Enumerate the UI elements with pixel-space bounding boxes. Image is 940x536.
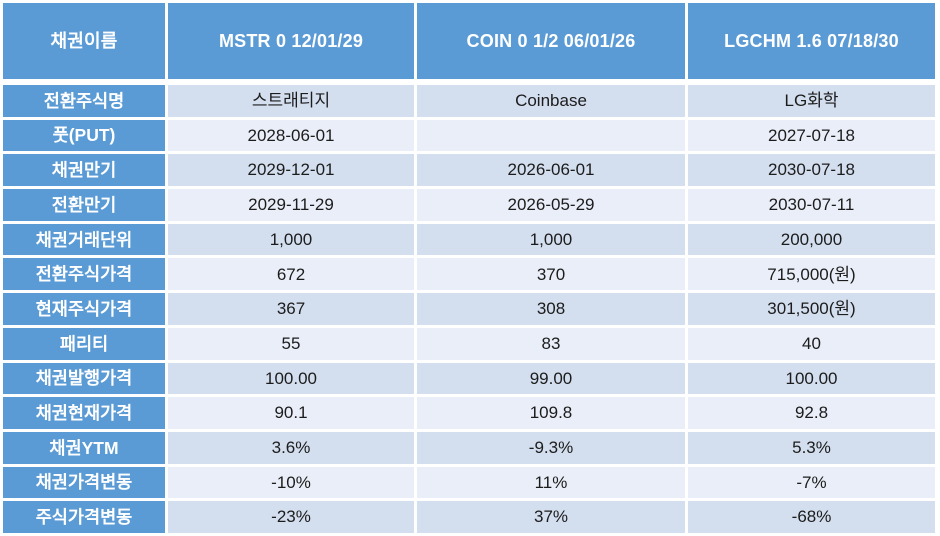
data-cell: 100.00 [688,362,935,395]
data-cell [417,119,685,152]
data-cell: -7% [688,466,935,499]
data-cell: 3.6% [168,431,414,464]
data-cell: 109.8 [417,397,685,429]
data-cell: 92.8 [688,397,935,429]
data-cell: 55 [168,327,414,360]
data-cell: -9.3% [417,431,685,464]
data-cell: 308 [417,293,685,325]
row-label: 채권만기 [3,154,165,187]
row-label: 풋(PUT) [3,119,165,152]
row-label: 전환주식명 [3,85,165,117]
data-cell: 5.3% [688,431,935,464]
column-header: LGCHM 1.6 07/18/30 [688,3,935,79]
data-cell: 83 [417,327,685,360]
data-cell: 1,000 [417,223,685,256]
data-cell: 99.00 [417,362,685,395]
row-label: 전환만기 [3,189,165,221]
data-cell: -10% [168,466,414,499]
data-cell: -68% [688,501,935,533]
data-cell: 2029-11-29 [168,189,414,221]
data-cell: 2026-06-01 [417,154,685,187]
data-cell: 672 [168,258,414,291]
row-label: 주식가격변동 [3,501,165,533]
column-header: MSTR 0 12/01/29 [168,3,414,79]
row-label: 채권발행가격 [3,362,165,395]
data-cell: 2028-06-01 [168,119,414,152]
data-cell: 2030-07-11 [688,189,935,221]
data-cell: 2027-07-18 [688,119,935,152]
data-cell: 40 [688,327,935,360]
data-cell: 37% [417,501,685,533]
data-cell: 200,000 [688,223,935,256]
data-cell: 스트래티지 [168,85,414,117]
data-cell: 301,500(원) [688,293,935,325]
data-cell: LG화학 [688,85,935,117]
data-cell: 370 [417,258,685,291]
row-label: 전환주식가격 [3,258,165,291]
column-header: COIN 0 1/2 06/01/26 [417,3,685,79]
data-cell: 2029-12-01 [168,154,414,187]
data-cell: 100.00 [168,362,414,395]
table-body: 전환주식명 스트래티지 Coinbase LG화학 풋(PUT) 2028-06-01 20… [3,85,937,533]
data-cell: -23% [168,501,414,533]
row-label: 채권거래단위 [3,223,165,256]
row-label: 채권YTM [3,431,165,464]
data-cell: 367 [168,293,414,325]
data-cell: 11% [417,466,685,499]
data-cell: Coinbase [417,85,685,117]
data-cell: 2026-05-29 [417,189,685,221]
row-label: 패리티 [3,327,165,360]
data-cell: 715,000(원) [688,258,935,291]
row-label: 현재주식가격 [3,293,165,325]
row-label: 채권가격변동 [3,466,165,499]
header-label-cell: 채권이름 [3,3,165,79]
data-cell: 2030-07-18 [688,154,935,187]
table-header-row: 채권이름 MSTR 0 12/01/29 COIN 0 1/2 06/01/26 L… [3,3,937,79]
data-cell: 90.1 [168,397,414,429]
data-cell: 1,000 [168,223,414,256]
row-label: 채권현재가격 [3,397,165,429]
